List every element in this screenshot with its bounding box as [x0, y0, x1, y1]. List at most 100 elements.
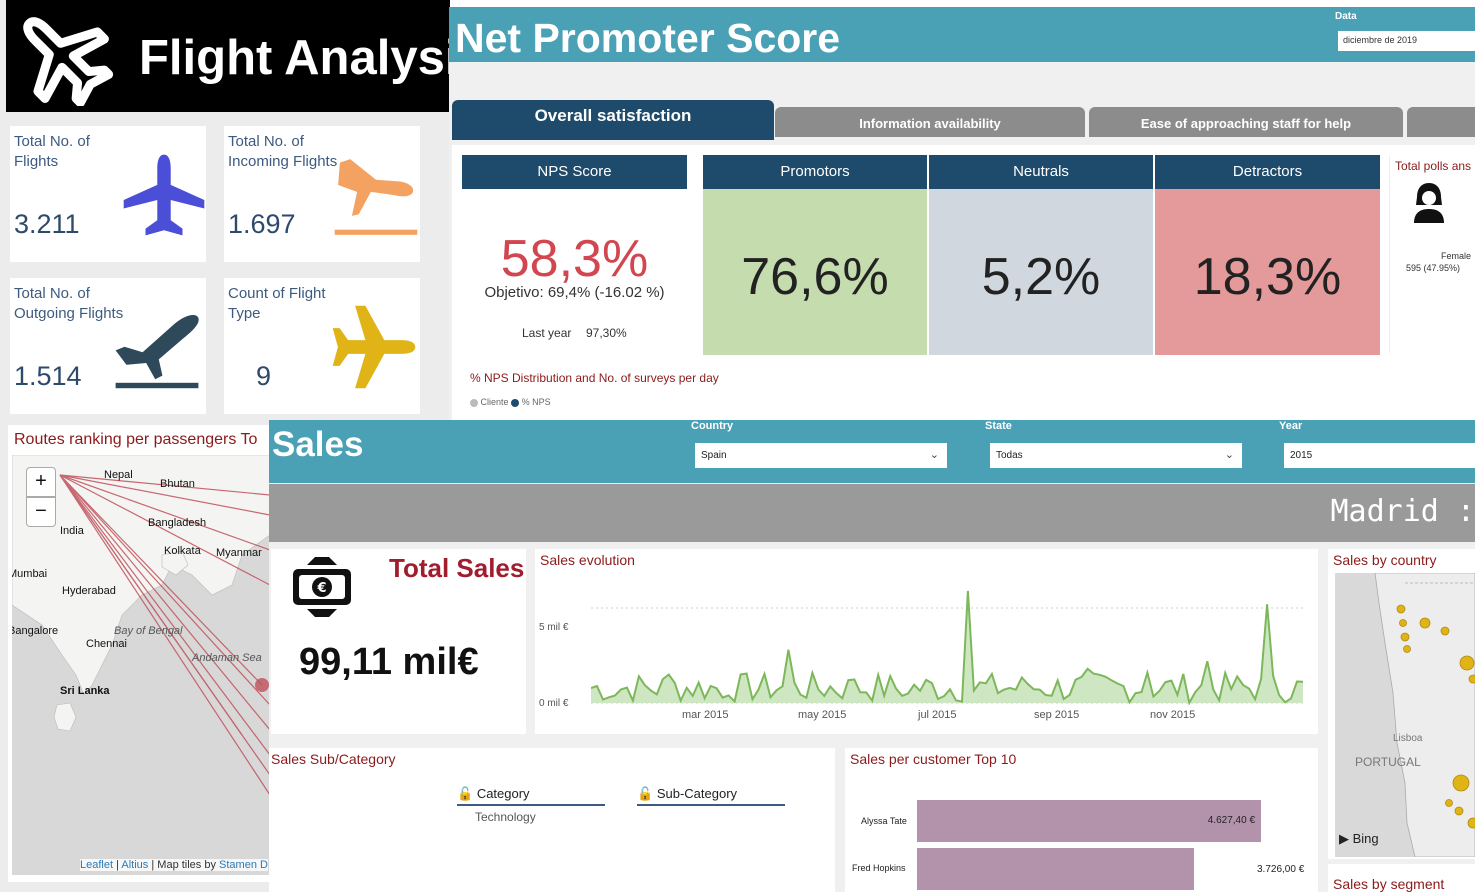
total-sales-card: € Total Sales 99,11 mil€	[271, 549, 526, 734]
promotors-card: Promotors 76,6%	[703, 155, 927, 355]
sales-dashboard: Sales Country Spain ⌄ State Todas ⌄ Year 2…	[269, 420, 1475, 892]
airplane-icon	[123, 154, 205, 236]
tab-ease-approaching-staff[interactable]: Ease of approaching staff for help	[1089, 107, 1403, 137]
kpi-value: 1.697	[228, 209, 296, 239]
polls-gender: Female	[1440, 251, 1471, 261]
sales-by-country-title: Sales by country	[1333, 552, 1437, 568]
zoom-out-button[interactable]: −	[26, 497, 56, 527]
kpi-value: 9	[256, 361, 272, 391]
country-map[interactable]: Lisboa PORTUGAL ▶ Bing	[1335, 573, 1475, 857]
city-ticker: Madrid :	[269, 484, 1475, 542]
year-filter-label: Year	[1279, 420, 1303, 432]
nps-body: NPS Score 58,3% Objetivo: 69,4% (-16.02 …	[452, 145, 1475, 420]
legend-dot-cliente	[470, 398, 478, 407]
kpi-value: 1.514	[14, 361, 82, 391]
customer-bar-value: 3.726,00 €	[1257, 864, 1305, 875]
customer-bar-value: 4.627,40 €	[1207, 815, 1255, 826]
tab-overall-satisfaction[interactable]: Overall satisfaction	[452, 100, 774, 140]
x-tick-label: nov 2015	[1150, 709, 1196, 721]
sales-area	[591, 590, 1303, 703]
routes-title: Routes ranking per passengers To	[14, 431, 258, 448]
customer-bar[interactable]	[917, 848, 1194, 890]
sales-header: Sales Country Spain ⌄ State Todas ⌄ Year 2…	[269, 420, 1475, 483]
total-polls-card: Total polls ans Female 595 (47.95%)	[1389, 155, 1475, 353]
y-tick-label: 0 mil €	[539, 698, 569, 709]
flight-analysis-dashboard: Flight Analysis Total No. of Flights 3.2…	[0, 0, 486, 892]
leaflet-link[interactable]: Leaflet	[80, 859, 114, 871]
kpi-label: Total No. of Flights	[14, 133, 90, 170]
female-user-icon	[1414, 183, 1444, 223]
map-label: Bhutan	[160, 478, 195, 490]
sales-by-segment-panel: Sales by segment	[1328, 864, 1475, 892]
year-filter-select[interactable]: 2015	[1284, 443, 1475, 468]
country-filter-select[interactable]: Spain ⌄	[695, 443, 947, 468]
distribution-legend: Cliente % NPS	[470, 397, 551, 407]
country-map-shapes	[1374, 573, 1475, 857]
routes-map[interactable]: + − Nepal Bhutan India Bangladesh Kolkat…	[12, 455, 270, 875]
bing-logo: ▶ Bing	[1339, 831, 1379, 846]
legend-dot-nps	[511, 398, 520, 407]
state-filter-select[interactable]: Todas ⌄	[990, 443, 1242, 468]
nps-score-value: 58,3%	[500, 230, 649, 288]
neutrals-value: 5,2%	[981, 248, 1101, 306]
map-attribution: Leaflet | Altius | Map tiles by Stamen D	[80, 859, 268, 871]
card-header: Neutrals	[929, 155, 1153, 189]
map-label: Lisboa	[1393, 733, 1423, 744]
x-tick-label: jul 2015	[918, 709, 957, 721]
date-filter-label: Data	[1335, 11, 1357, 22]
nps-score-card: NPS Score 58,3% Objetivo: 69,4% (-16.02 …	[462, 155, 687, 353]
svg-text:€: €	[316, 581, 326, 596]
lock-icon: 🔓	[457, 786, 474, 801]
nps-header: Net Promoter Score Data diciembre de 201…	[449, 7, 1475, 62]
sales-subcategory-panel: Sales Sub/Category 🔓 Category Technology…	[269, 748, 835, 892]
subcategory-slicer[interactable]: 🔓 Sub-Category	[637, 786, 785, 806]
money-icon: €	[293, 557, 351, 617]
kpi-incoming-flights[interactable]: Total No. of Incoming Flights 1.697	[224, 126, 420, 262]
chevron-down-icon: ⌄	[1224, 449, 1234, 461]
kpi-label: Count of Flight Type	[228, 285, 326, 322]
altius-link[interactable]: Altius	[121, 859, 149, 871]
date-filter-input[interactable]: diciembre de 2019	[1338, 31, 1475, 51]
nps-target: Objetivo: 69,4% (-16.02 %)	[484, 284, 665, 301]
category-slicer[interactable]: 🔓 Category	[457, 786, 605, 806]
x-tick-label: may 2015	[798, 709, 847, 721]
last-year-label: Last year	[522, 326, 572, 340]
country-filter-label: Country	[691, 420, 734, 432]
x-tick-label: sep 2015	[1034, 709, 1080, 721]
map-label: Myanmar	[216, 547, 262, 559]
lock-icon: 🔓	[637, 786, 654, 801]
map-label: Mumbai	[12, 568, 48, 580]
customer-top10-title: Sales per customer Top 10	[850, 751, 1017, 767]
kpi-total-flights[interactable]: Total No. of Flights 3.211	[10, 126, 206, 262]
customer-name: Fred Hopkins	[852, 863, 906, 873]
customer-bar[interactable]: 4.627,40 €	[917, 800, 1261, 842]
card-header: Detractors	[1155, 155, 1380, 189]
sales-per-customer-panel: Sales per customer Top 10 Alyssa Tate 4.…	[845, 748, 1318, 892]
kpi-value: 3.211	[14, 209, 80, 239]
y-tick-label: 5 mil €	[539, 622, 569, 633]
tab-more[interactable]	[1407, 107, 1475, 137]
flight-header: Flight Analysis	[6, 0, 486, 112]
customer-name: Alyssa Tate	[861, 816, 907, 826]
ticker-text: Madrid :	[1330, 494, 1475, 529]
tab-information-availability[interactable]: Information availability	[775, 107, 1085, 137]
map-label: Sri Lanka	[60, 685, 110, 697]
stamen-link[interactable]: Stamen D	[219, 859, 268, 871]
card-header: Promotors	[703, 155, 927, 189]
nps-distribution-panel: % NPS Distribution and No. of surveys pe…	[462, 363, 1475, 420]
sales-evolution-chart[interactable]	[591, 589, 1303, 709]
zoom-in-button[interactable]: +	[26, 467, 56, 497]
promotors-value: 76,6%	[741, 248, 889, 306]
card-header: NPS Score	[462, 155, 687, 189]
chevron-down-icon: ⌄	[929, 449, 939, 461]
map-label: Bay of Bengal	[114, 625, 183, 637]
kpi-outgoing-flights[interactable]: Total No. of Outgoing Flights 1.514	[10, 278, 206, 414]
category-value[interactable]: Technology	[475, 810, 536, 824]
detractors-value: 18,3%	[1193, 248, 1342, 306]
map-land	[12, 455, 270, 875]
total-sales-title: Total Sales	[389, 553, 525, 583]
airplane-right-icon	[332, 305, 416, 389]
kpi-flight-type[interactable]: Count of Flight Type 9	[224, 278, 420, 414]
sales-by-segment-title: Sales by segment	[1333, 876, 1445, 892]
map-label: PORTUGAL	[1355, 755, 1421, 769]
